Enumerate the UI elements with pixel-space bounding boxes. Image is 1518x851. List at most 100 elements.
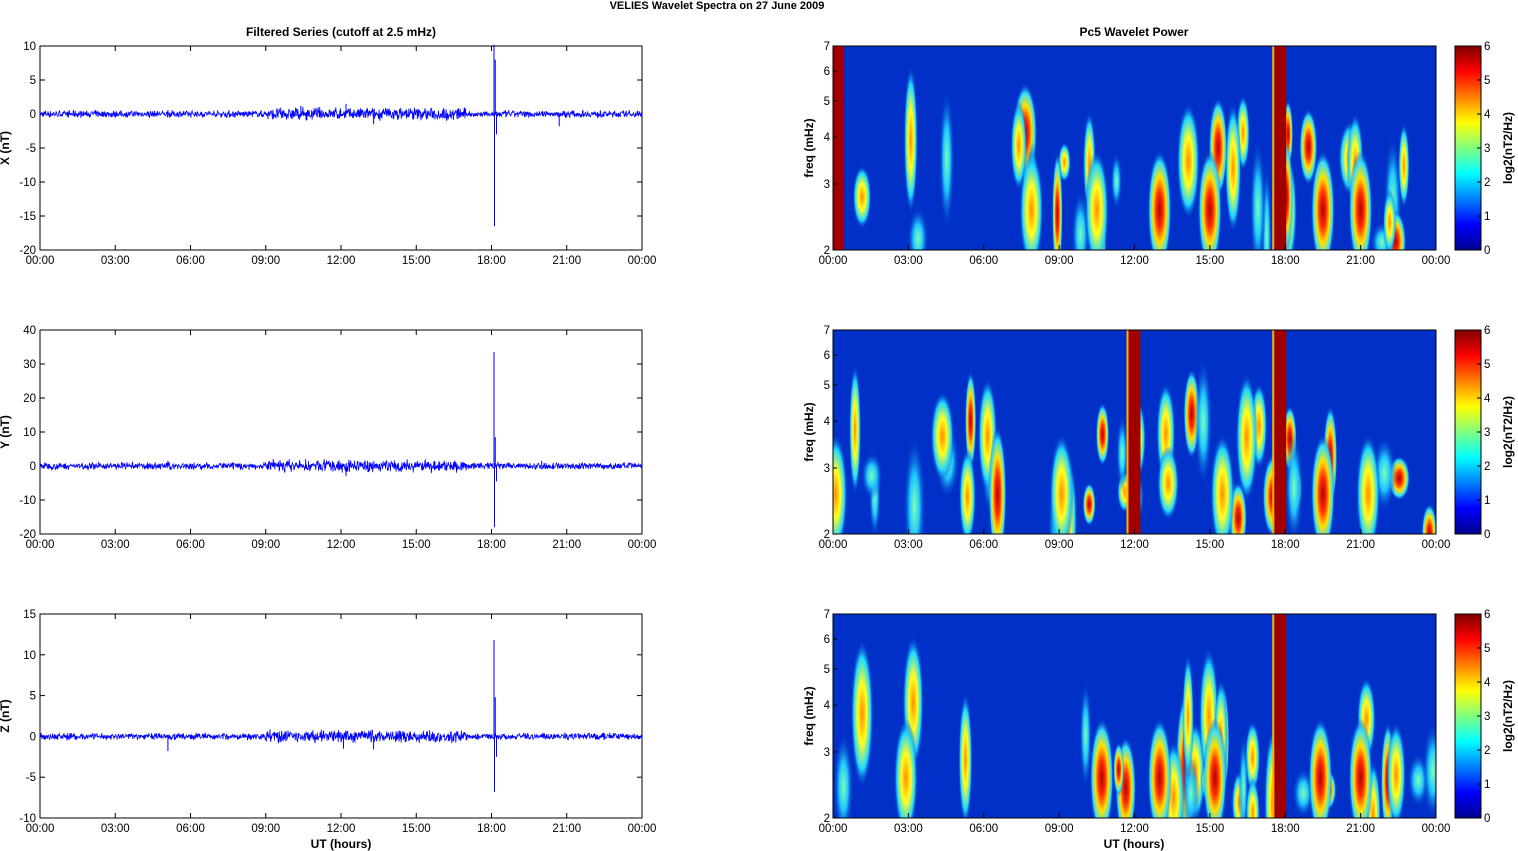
timeseries-xtick-label: 15:00 xyxy=(402,255,431,267)
ytick-label: 5 xyxy=(824,96,830,108)
power-blob xyxy=(1095,402,1110,467)
ytick-label: 15 xyxy=(23,609,36,621)
ytick-label: 6 xyxy=(824,634,830,646)
ytick-label: 0 xyxy=(30,731,36,743)
power-blob xyxy=(1079,680,1092,791)
timeseries-xtick-label: 12:00 xyxy=(327,539,356,551)
colorbar-label: log2(nT2/Hz) xyxy=(1501,396,1515,468)
power-blob-major xyxy=(1084,150,1109,250)
wavelet-panel-2: 00:00 03:00 06:00 09:00 12:00 15:00 18:00 21:00… xyxy=(802,325,1515,551)
spectra-xlabel: UT (hours) xyxy=(1104,837,1165,851)
wavelet-xtick-label: 21:00 xyxy=(1346,539,1375,551)
power-blob xyxy=(1245,777,1260,818)
power-blob-major xyxy=(893,718,918,818)
spectrogram-features xyxy=(833,614,1436,818)
trace-baseline xyxy=(39,729,643,744)
left-column-title: Filtered Series (cutoff at 2.5 mHz) xyxy=(246,25,436,39)
spectrogram-features xyxy=(833,330,1436,534)
wavelet-xtick-label: 09:00 xyxy=(1045,255,1074,267)
ytick-label: 4 xyxy=(824,700,831,712)
wavelet-xtick-label: 12:00 xyxy=(1120,255,1149,267)
ytick-label: 5 xyxy=(30,75,36,87)
wavelet-xtick-label: 00:00 xyxy=(819,539,848,551)
ytick-label: -5 xyxy=(26,772,36,784)
power-blob-major xyxy=(1049,434,1074,534)
ylabel: freq (mHz) xyxy=(802,402,816,461)
figure-title: VELIES Wavelet Spectra on 27 June 2009 xyxy=(610,0,825,12)
power-blob-major xyxy=(1202,718,1227,818)
ytick-label: 10 xyxy=(23,427,36,439)
power-ridge-edge xyxy=(1272,330,1275,534)
ytick-label: 3 xyxy=(824,747,830,759)
colorbar-tick-label: 6 xyxy=(1484,41,1490,53)
timeseries-xtick-label: 03:00 xyxy=(101,539,130,551)
colorbar-tick-label: 4 xyxy=(1484,677,1491,689)
colorbar-tick-label: 1 xyxy=(1484,779,1490,791)
ytick-label: 0 xyxy=(30,109,36,121)
colorbar-tick-label: 2 xyxy=(1484,745,1490,757)
colorbar xyxy=(1454,613,1482,819)
power-blob xyxy=(1176,102,1200,220)
power-blob xyxy=(958,692,973,818)
wavelet-xtick-label: 06:00 xyxy=(969,823,998,835)
wavelet-xtick-label: 00:00 xyxy=(819,823,848,835)
colorbar-tick-label: 2 xyxy=(1484,177,1490,189)
power-blob xyxy=(1299,108,1318,186)
wavelet-xtick-label: 18:00 xyxy=(1271,539,1300,551)
power-blob-major xyxy=(1348,718,1373,818)
ytick-label: 4 xyxy=(824,416,831,428)
wavelet-xtick-label: 15:00 xyxy=(1195,823,1224,835)
ytick-label: -5 xyxy=(26,143,36,155)
trace-baseline xyxy=(39,458,643,474)
power-blob-major xyxy=(1348,150,1373,250)
power-ridge xyxy=(1274,614,1287,818)
wavelet-xtick-label: 03:00 xyxy=(894,539,923,551)
ytick-label: 3 xyxy=(824,463,830,475)
timeseries-xtick-label: 00:00 xyxy=(628,823,657,835)
colorbar-label: log2(nT2/Hz) xyxy=(1501,112,1515,184)
ytick-label: 5 xyxy=(824,664,830,676)
ytick-label: -20 xyxy=(19,245,36,257)
timeseries-xtick-label: 21:00 xyxy=(552,255,581,267)
ytick-label: 10 xyxy=(23,650,36,662)
timeseries-panel-2: 00:00 03:00 06:00 09:00 12:00 15:00 18:00 21:00… xyxy=(0,325,657,551)
timeseries-xtick-label: 00:00 xyxy=(26,823,55,835)
spectrogram-background xyxy=(833,46,1436,250)
power-blob xyxy=(1194,358,1213,486)
power-blob xyxy=(903,65,918,215)
colorbar-tick-label: 0 xyxy=(1484,245,1490,257)
timeseries-xtick-label: 18:00 xyxy=(477,823,506,835)
ytick-label: 0 xyxy=(30,461,36,473)
power-blob xyxy=(1398,122,1410,209)
ylabel: freq (mHz) xyxy=(802,118,816,177)
colorbar-tick-label: 2 xyxy=(1484,461,1490,473)
colorbar-tick-label: 6 xyxy=(1484,325,1490,337)
power-blob-major xyxy=(833,434,848,534)
power-blob-major xyxy=(1210,434,1235,534)
power-blob-major xyxy=(1089,718,1114,818)
power-blob xyxy=(850,639,874,789)
power-blob xyxy=(852,165,872,229)
power-blob xyxy=(833,732,854,818)
power-blob xyxy=(1244,720,1261,794)
timeseries-xtick-label: 00:00 xyxy=(628,539,657,551)
wavelet-xtick-label: 09:00 xyxy=(1045,823,1074,835)
wavelet-xtick-label: 12:00 xyxy=(1120,823,1149,835)
power-blob-major xyxy=(1019,150,1044,250)
ytick-label: 2 xyxy=(824,245,830,257)
wavelet-panel-1: 00:00 03:00 06:00 09:00 12:00 15:00 18:00 21:00… xyxy=(802,41,1515,267)
power-blob xyxy=(849,364,862,496)
timeseries-xtick-label: 12:00 xyxy=(327,823,356,835)
timeseries-panel-1: 00:00 03:00 06:00 09:00 12:00 15:00 18:00 21:00… xyxy=(0,41,656,267)
timeseries-xtick-label: 03:00 xyxy=(101,255,130,267)
ytick-label: 2 xyxy=(824,529,830,541)
timeseries-xtick-label: 21:00 xyxy=(552,823,581,835)
wavelet-xtick-label: 15:00 xyxy=(1195,539,1224,551)
colorbar-tick-label: 3 xyxy=(1484,143,1490,155)
wavelet-xtick-label: 18:00 xyxy=(1271,255,1300,267)
ytick-label: 5 xyxy=(824,380,830,392)
timeseries-xtick-label: 00:00 xyxy=(26,539,55,551)
power-blob xyxy=(1113,742,1125,797)
spectrogram-features xyxy=(833,46,1410,250)
timeseries-xtick-label: 06:00 xyxy=(176,539,205,551)
